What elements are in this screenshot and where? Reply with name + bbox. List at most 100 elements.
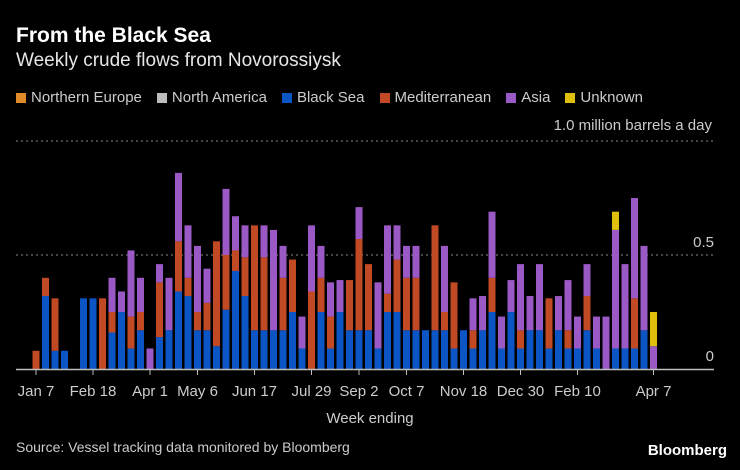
bar-segment-asia [317,245,325,278]
legend-swatch [379,92,390,103]
bar-segment-black-sea [536,330,543,369]
bar-segment-asia [555,296,562,331]
bar-segment-mediterranean [403,277,410,331]
bar-segment-black-sea [241,296,249,369]
x-tick-label: Dec 30 [497,383,545,400]
bar-segment-asia [526,296,534,331]
bar-segment-mediterranean [355,239,363,331]
bar-segment-black-sea [118,312,125,369]
x-tick-label: Nov 18 [440,383,488,400]
x-tick-label: Jul 29 [291,383,331,400]
bar-segment-mediterranean [108,312,116,333]
bar-segment-mediterranean [127,316,135,349]
legend-label: Mediterranean [394,89,492,106]
bar-segment-mediterranean [203,302,211,331]
bar-segment-black-sea [289,312,296,369]
bar-segment-mediterranean [431,225,439,331]
bar-segment-asia [441,245,448,312]
bar-segment-mediterranean [279,277,287,331]
bar-segment-asia [327,282,334,317]
legend-label: Northern Europe [31,89,142,106]
bar-segment-black-sea [298,348,306,369]
bar-segment-black-sea [564,348,572,369]
bar-segment-mediterranean [346,280,353,331]
bar-segment-mediterranean [469,330,477,349]
legend-label: North America [171,89,267,106]
bar-segment-asia [203,268,211,303]
bar-segment-mediterranean [222,255,230,310]
x-axis-title: Week ending [326,410,414,427]
bar-segment-asia [517,264,524,331]
legend-item-mediterranean: Mediterranean [379,89,492,106]
bar-segment-mediterranean [99,298,106,369]
bar-segment-black-sea [555,330,562,369]
bar-segment-asia [127,250,135,317]
bar-segment-black-sea [488,312,496,369]
bar-segment-black-sea [365,330,372,369]
bar-segment-asia [621,264,629,349]
bar-segment-asia [498,316,505,349]
bar-segment-black-sea [479,330,486,369]
bar-segment-mediterranean [241,257,249,297]
legend-swatch [156,92,167,103]
bar-segment-asia [108,277,116,312]
bar-segment-asia [298,316,306,349]
bar-segment-mediterranean [545,298,553,349]
bar-segment-asia [612,229,619,349]
x-tick-label: Oct 7 [389,383,425,400]
bar-segment-asia [222,188,230,255]
bar-segment-mediterranean [32,350,40,369]
bar-segment-black-sea [232,270,239,369]
bar-segment-mediterranean [412,277,420,331]
bar-segment-black-sea [631,348,638,369]
x-tick-label: Jan 7 [18,383,55,400]
bar-segment-asia [393,225,401,260]
bar-segment-black-sea [42,296,49,369]
y-tick-label: 0 [706,348,714,365]
bar-segment-black-sea [127,348,135,369]
bar-segment-mediterranean [156,282,163,338]
bar-segment-black-sea [165,330,173,369]
bar-segment-mediterranean [450,282,458,349]
bar-segment-black-sea [517,348,524,369]
bar-segment-asia [593,316,600,349]
legend-item-northern-europe: Northern Europe [16,89,142,106]
x-tick-label: May 6 [177,383,218,400]
x-tick-label: Apr 1 [132,383,168,400]
bar-segment-black-sea [507,312,515,369]
legend-item-black-sea: Black Sea [281,89,365,106]
bar-segment-black-sea [583,330,591,369]
bar-segment-mediterranean [564,330,572,349]
x-tick-label: Feb 10 [554,383,601,400]
bar-segment-asia [574,316,581,349]
bar-segment-black-sea [317,312,325,369]
bar-segment-asia [184,225,192,278]
y-unit-label: 1.0 million barrels a day [553,117,712,134]
bar-segment-unknown [650,312,657,347]
bar-segment-black-sea [612,348,619,369]
legend-swatch [281,92,292,103]
bar-segment-mediterranean [393,259,401,312]
bar-segment-black-sea [194,330,201,369]
bar-segment-black-sea [61,350,68,369]
bar-segment-black-sea [251,330,258,369]
legend-label: Unknown [580,89,643,106]
bar-segment-mediterranean [51,298,59,351]
bar-segment-asia [583,264,591,297]
legend-swatch [506,92,517,103]
bar-segment-asia [232,216,239,251]
bar-segment-black-sea [498,348,505,369]
bar-segment-black-sea [336,312,344,369]
chart-subtitle: Weekly crude flows from Novorossiysk [16,50,341,71]
bar-segment-black-sea [175,291,182,369]
bar-segment-asia [260,225,268,258]
legend: Northern Europe North America Black Sea Med… [16,89,643,106]
bar-segment-black-sea [222,309,230,369]
bar-segment-asia [175,172,182,242]
bar-segment-asia [270,229,277,331]
bar-segment-asia [279,245,287,278]
bar-segment-mediterranean [184,277,192,297]
bar-segment-black-sea [108,332,116,369]
legend-label: Asia [521,89,551,106]
bar-segment-asia [507,280,515,312]
